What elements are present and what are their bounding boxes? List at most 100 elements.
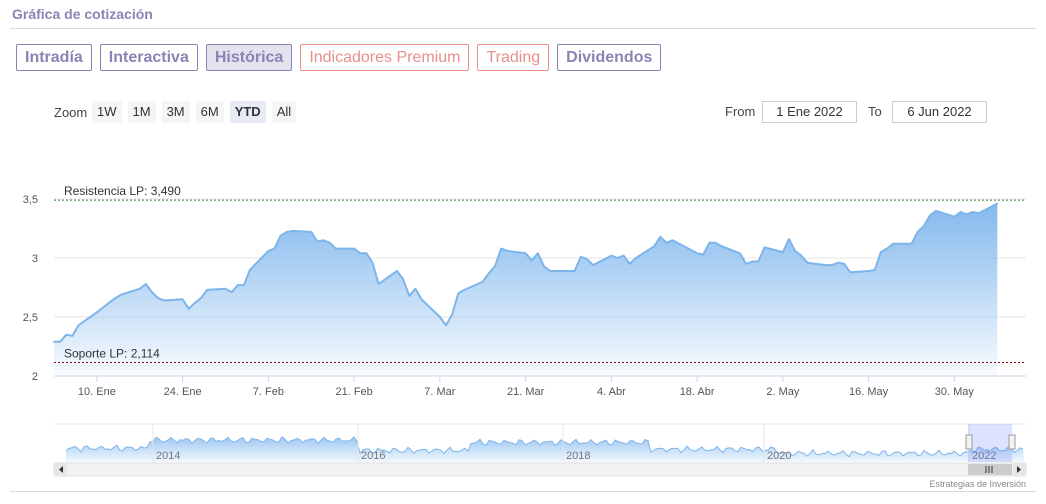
price-point: [720, 245, 723, 247]
navigator-handle[interactable]: [965, 434, 973, 450]
reference-lines: Resistencia LP: 3,490 Soporte LP: 2,114: [54, 184, 1026, 364]
price-point: [194, 302, 196, 304]
price-point: [494, 265, 496, 268]
price-point: [414, 287, 417, 290]
zoom-6m-button[interactable]: 6M: [195, 101, 224, 123]
tab-intradia[interactable]: Intradía: [16, 44, 92, 71]
price-point: [825, 264, 827, 266]
price-point: [273, 247, 276, 250]
zoom-all-button[interactable]: All: [271, 101, 297, 123]
price-point: [837, 261, 839, 264]
price-point: [696, 252, 698, 255]
price-point: [402, 278, 404, 281]
price-point: [714, 241, 717, 244]
price-point: [788, 238, 790, 240]
price-point: [996, 202, 999, 205]
y-tick-label: 2: [32, 371, 38, 383]
price-point: [567, 270, 570, 272]
price-point: [145, 283, 147, 285]
price-point: [586, 258, 588, 261]
scrollbar-thumb[interactable]: [968, 464, 1012, 475]
price-point: [506, 250, 509, 252]
price-point: [978, 212, 980, 214]
price-point: [806, 261, 809, 264]
to-date-input[interactable]: 6 Jun 2022: [892, 101, 987, 123]
tab-trading[interactable]: Trading: [477, 44, 550, 71]
price-point: [739, 252, 741, 255]
from-label: From: [725, 104, 756, 119]
price-point: [53, 341, 55, 343]
price-point: [445, 324, 447, 327]
y-tick-label: 2,5: [23, 312, 38, 324]
zoom-3m-button[interactable]: 3M: [161, 101, 190, 123]
price-point: [396, 270, 398, 272]
price-point: [286, 231, 288, 233]
price-point: [371, 261, 374, 264]
price-point: [708, 241, 711, 244]
navigator-year-label: 2020: [767, 450, 791, 462]
x-tick-label: 7. Feb: [253, 386, 284, 398]
price-point: [114, 297, 117, 299]
navigator[interactable]: 2014 2016 2018 2020 2022: [53, 423, 1027, 477]
price-point: [910, 243, 913, 245]
x-tick-label: 21. Mar: [507, 386, 545, 398]
x-tick-label: 21. Feb: [335, 386, 372, 398]
reference-line-label: Soporte LP: 2,114: [64, 347, 160, 361]
price-point: [139, 287, 141, 290]
price-point: [745, 263, 747, 265]
price-point: [377, 283, 380, 285]
scroll-right-icon: [1017, 466, 1021, 473]
price-point: [965, 213, 968, 216]
price-point: [929, 214, 931, 217]
price-point: [537, 252, 539, 255]
navigator-year-label: 2022: [972, 450, 996, 462]
zoom-ytd-button[interactable]: YTD: [229, 101, 266, 123]
price-series: [53, 202, 999, 376]
from-date-input[interactable]: 1 Ene 2022: [762, 101, 857, 123]
navigator-handle[interactable]: [1008, 434, 1016, 450]
price-point: [439, 316, 441, 318]
price-point: [353, 247, 355, 250]
price-point: [671, 239, 674, 242]
x-tick-label: 10. Ene: [78, 386, 116, 398]
price-point: [316, 240, 319, 243]
price-point: [959, 211, 962, 213]
navigator-area: [66, 436, 1024, 462]
price-point: [96, 311, 98, 314]
price-point: [335, 247, 337, 250]
navigator-scrollbar[interactable]: [53, 462, 1027, 477]
tab-dividendos[interactable]: Dividendos: [557, 44, 662, 71]
price-point: [524, 252, 527, 255]
tab-indicadores-premium[interactable]: Indicadores Premium: [300, 44, 470, 71]
price-point: [653, 245, 656, 247]
price-point: [702, 253, 705, 256]
price-point: [573, 270, 576, 272]
x-tick-label: 18. Abr: [680, 386, 715, 398]
price-point: [616, 257, 619, 259]
price-point: [108, 302, 110, 304]
price-point: [488, 272, 490, 275]
price-point: [549, 270, 551, 272]
price-point: [500, 247, 502, 250]
price-point: [151, 291, 153, 294]
price-point: [292, 230, 294, 232]
price-point: [102, 306, 104, 309]
tab-historica[interactable]: Histórica: [205, 44, 293, 71]
zoom-1m-button[interactable]: 1M: [127, 101, 156, 123]
section-title: Gráfica de cotización: [12, 6, 153, 22]
zoom-buttons: 1W 1M 3M 6M YTD All: [92, 101, 297, 123]
to-label: To: [868, 104, 882, 119]
price-point: [237, 284, 239, 286]
y-tick-label: 3,5: [23, 194, 38, 206]
price-point: [592, 264, 594, 266]
price-point: [359, 252, 362, 255]
tab-interactiva[interactable]: Interactiva: [99, 44, 198, 71]
price-point: [77, 324, 80, 327]
price-point: [451, 313, 453, 316]
price-point: [892, 243, 894, 245]
zoom-1w-button[interactable]: 1W: [92, 101, 122, 123]
navigator-line: [65, 436, 1024, 458]
price-point: [457, 292, 460, 295]
price-point: [659, 236, 662, 238]
